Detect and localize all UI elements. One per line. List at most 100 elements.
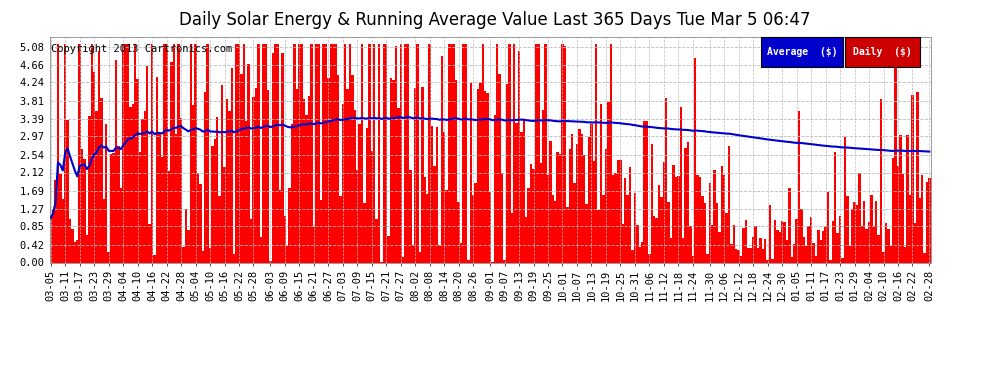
Bar	[185, 209, 187, 262]
Bar	[778, 232, 781, 262]
Bar	[747, 248, 749, 262]
Bar	[916, 92, 919, 262]
Bar	[417, 44, 419, 262]
Bar	[81, 149, 83, 262]
Bar	[499, 74, 501, 262]
Bar	[228, 111, 231, 262]
Bar	[563, 46, 566, 262]
Bar	[148, 224, 150, 262]
Bar	[293, 44, 296, 262]
Bar	[735, 249, 738, 262]
Bar	[530, 164, 533, 262]
Bar	[689, 226, 692, 262]
Bar	[397, 108, 400, 262]
Bar	[144, 111, 147, 262]
Bar	[535, 44, 538, 262]
Bar	[744, 220, 747, 262]
Bar	[132, 104, 134, 262]
Bar	[76, 240, 78, 262]
Bar	[800, 209, 803, 262]
Bar	[566, 207, 568, 262]
Bar	[266, 90, 269, 262]
Bar	[202, 251, 204, 262]
Bar	[486, 93, 489, 262]
Bar	[189, 44, 192, 262]
Text: Average  ($): Average ($)	[767, 47, 838, 57]
Bar	[540, 163, 542, 262]
Bar	[754, 226, 756, 262]
Bar	[793, 244, 795, 262]
Bar	[452, 44, 455, 262]
Bar	[249, 219, 252, 262]
Bar	[387, 236, 390, 262]
Bar	[677, 176, 679, 262]
Bar	[344, 44, 346, 262]
Bar	[412, 245, 414, 262]
Bar	[108, 252, 110, 262]
Bar	[424, 177, 426, 262]
Bar	[194, 44, 197, 262]
Bar	[817, 230, 820, 262]
Bar	[657, 184, 660, 262]
Bar	[783, 222, 786, 262]
Bar	[431, 126, 434, 262]
Bar	[127, 44, 129, 262]
Bar	[726, 213, 728, 262]
Bar	[546, 175, 549, 262]
Bar	[83, 159, 86, 262]
Bar	[211, 146, 214, 262]
Bar	[378, 44, 380, 262]
Bar	[142, 118, 144, 262]
Bar	[742, 228, 744, 262]
Bar	[426, 194, 429, 262]
Bar	[301, 44, 303, 262]
Bar	[286, 246, 288, 262]
Bar	[262, 44, 264, 262]
Bar	[443, 132, 446, 262]
Bar	[112, 153, 115, 262]
Bar	[71, 230, 73, 262]
Bar	[298, 44, 301, 262]
Bar	[803, 237, 805, 262]
Bar	[219, 196, 221, 262]
Bar	[528, 188, 530, 262]
Bar	[361, 44, 363, 262]
Bar	[407, 44, 409, 262]
Bar	[269, 261, 271, 262]
Bar	[926, 182, 929, 262]
Bar	[839, 216, 842, 262]
Bar	[771, 259, 774, 262]
Bar	[795, 219, 798, 262]
Bar	[769, 205, 771, 262]
Bar	[820, 240, 822, 262]
Bar	[363, 203, 365, 262]
Bar	[441, 56, 443, 262]
Bar	[315, 44, 318, 262]
Bar	[192, 105, 194, 262]
Bar	[199, 184, 202, 262]
Bar	[573, 183, 576, 262]
Bar	[365, 128, 368, 262]
Bar	[897, 166, 899, 262]
Bar	[404, 44, 407, 262]
Bar	[662, 162, 665, 262]
Bar	[781, 220, 783, 262]
Bar	[125, 44, 127, 262]
Bar	[274, 44, 276, 262]
Bar	[842, 258, 843, 262]
Bar	[472, 195, 474, 262]
Bar	[484, 91, 486, 262]
Bar	[241, 74, 243, 262]
Bar	[115, 60, 117, 262]
Bar	[644, 121, 645, 262]
Bar	[645, 122, 648, 262]
Bar	[400, 44, 402, 262]
Bar	[248, 64, 249, 262]
Bar	[687, 142, 689, 262]
Bar	[501, 172, 503, 262]
Bar	[568, 149, 571, 262]
Bar	[694, 58, 696, 262]
Bar	[496, 44, 499, 262]
Bar	[155, 77, 158, 262]
Bar	[576, 144, 578, 262]
